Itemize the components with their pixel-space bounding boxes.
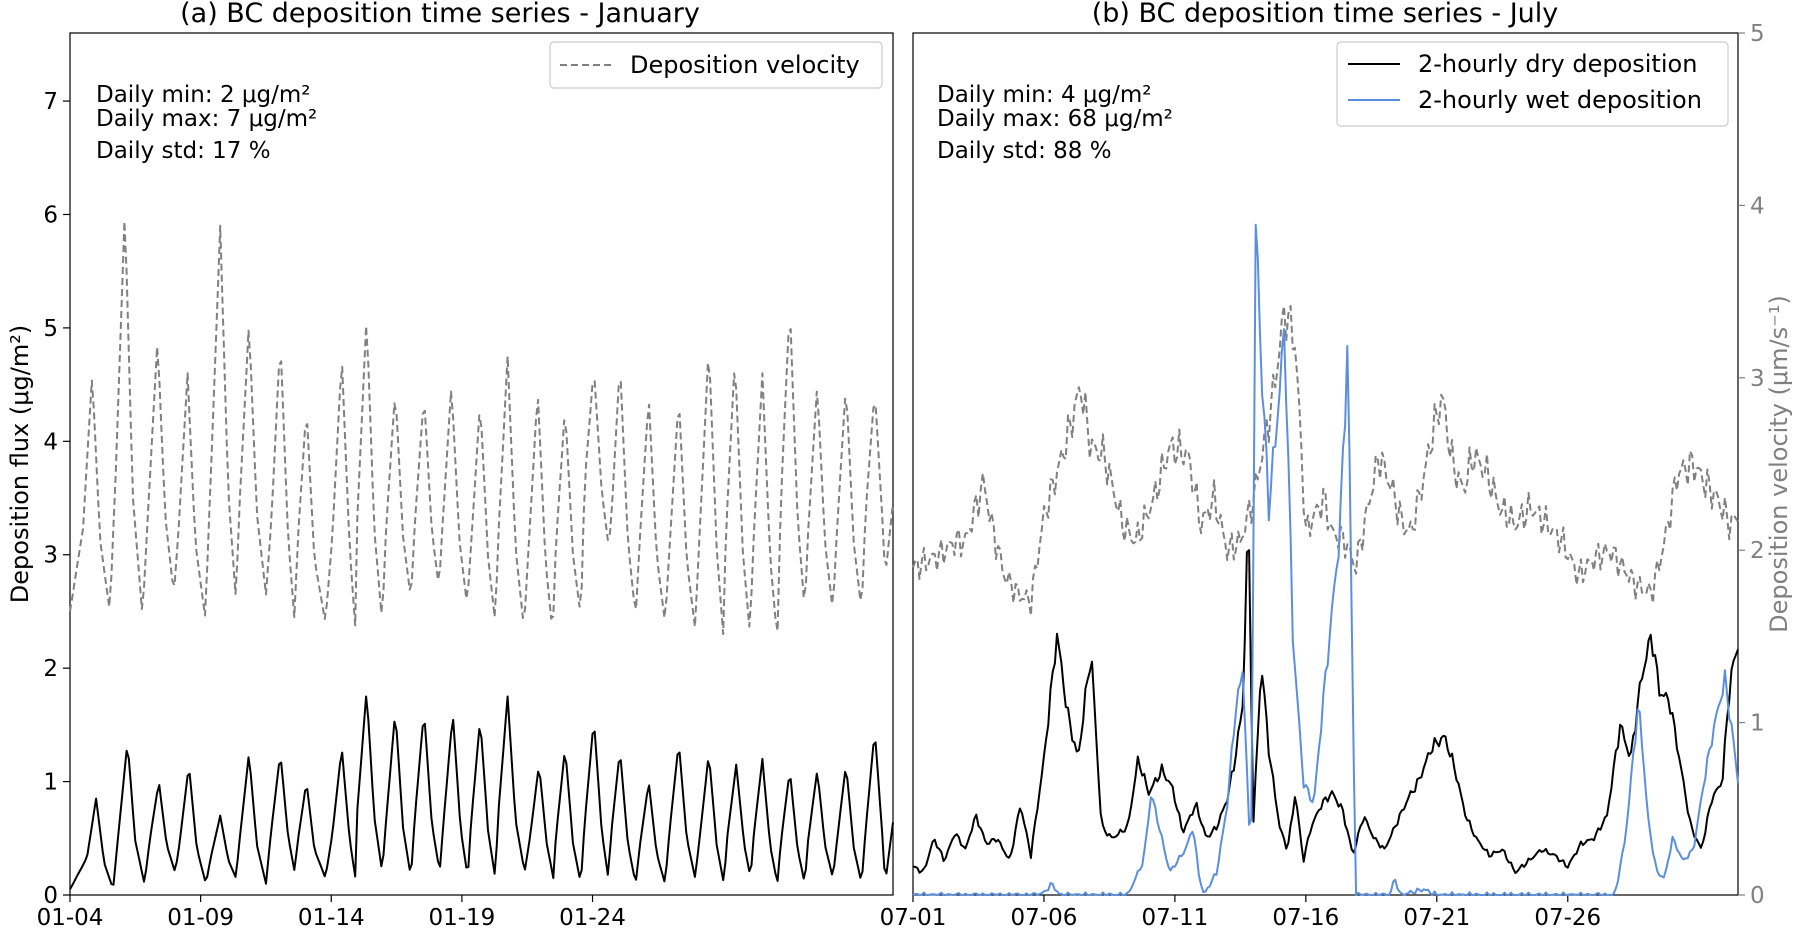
annotation-daily-min: Daily min: 4 μg/m² xyxy=(937,82,1152,108)
x-tick-label: 07-21 xyxy=(1403,905,1470,928)
x-tick-label: 07-26 xyxy=(1534,905,1601,928)
y-axis-ticks: 0 1 2 3 4 5 6 7 xyxy=(43,89,70,909)
x-axis-ticks: 07-01 07-06 07-11 07-16 07-21 07-26 xyxy=(880,895,1601,928)
legend: 2-hourly dry deposition 2-hourly wet dep… xyxy=(1336,41,1729,127)
chart-title: (b) BC deposition time series - July xyxy=(1092,0,1559,29)
legend-box xyxy=(1336,41,1729,127)
annotation-daily-min: Daily min: 2 μg/m² xyxy=(96,82,311,108)
y-tick-label: 4 xyxy=(43,429,58,455)
chart-title: (a) BC deposition time series - January xyxy=(180,0,700,29)
y-tick-label: 1 xyxy=(1750,711,1765,737)
x-axis-ticks: 01-04 01-09 01-14 01-19 01-24 xyxy=(37,895,626,928)
x-tick-label: 07-16 xyxy=(1272,905,1339,928)
annotation-daily-max: Daily max: 7 μg/m² xyxy=(96,106,317,132)
plot-area xyxy=(912,32,1739,896)
series-line-2-hourly-dry-deposition xyxy=(912,549,1739,875)
annotation-daily-max: Daily max: 68 μg/m² xyxy=(937,106,1173,132)
plot-lines xyxy=(912,223,1739,896)
y-tick-label: 3 xyxy=(1750,366,1765,392)
x-tick-label: 01-24 xyxy=(559,905,626,928)
plot-area xyxy=(69,32,894,896)
series-line-2-hourly-dry-deposition xyxy=(69,695,894,890)
x-tick-label: 01-19 xyxy=(428,905,495,928)
y-tick-label: 4 xyxy=(1750,193,1765,219)
panel-january: (a) BC deposition time series - January … xyxy=(6,0,894,928)
annotation-daily-std: Daily std: 17 % xyxy=(96,138,271,164)
y-tick-label: 6 xyxy=(43,202,58,228)
x-tick-label: 01-04 xyxy=(37,905,104,928)
plot-lines xyxy=(69,220,894,890)
series-line-deposition-velocity xyxy=(69,220,894,636)
x-tick-label: 07-06 xyxy=(1011,905,1078,928)
legend: Deposition velocity xyxy=(549,41,883,89)
legend-label-wet: 2-hourly wet deposition xyxy=(1418,86,1702,114)
x-tick-label: 01-09 xyxy=(167,905,234,928)
legend-label-dry: 2-hourly dry deposition xyxy=(1418,50,1697,78)
y-axis-label: Deposition flux (μg/m²) xyxy=(6,325,34,603)
right-y-axis-ticks: 0 1 2 3 4 5 xyxy=(1738,21,1765,909)
series-line-deposition-velocity xyxy=(912,304,1739,617)
panel-july: (b) BC deposition time series - July 0 1 2… xyxy=(880,0,1793,928)
y-tick-label: 0 xyxy=(1750,883,1765,909)
x-tick-label: 01-14 xyxy=(298,905,365,928)
y-tick-label: 1 xyxy=(43,770,58,796)
legend-box xyxy=(549,41,883,89)
y-tick-label: 2 xyxy=(1750,538,1765,564)
x-tick-label: 07-11 xyxy=(1141,905,1208,928)
series-line-2-hourly-wet-deposition xyxy=(912,223,1739,896)
y-tick-label: 3 xyxy=(43,543,58,569)
y-tick-label: 0 xyxy=(43,883,58,909)
x-tick-label: 07-01 xyxy=(880,905,947,928)
y-tick-label: 5 xyxy=(1750,21,1765,47)
y-tick-label: 7 xyxy=(43,89,58,115)
y-tick-label: 5 xyxy=(43,316,58,342)
legend-label-velocity: Deposition velocity xyxy=(630,51,860,79)
y-tick-label: 2 xyxy=(43,656,58,682)
annotation-daily-std: Daily std: 88 % xyxy=(937,138,1112,164)
right-y-axis-label: Deposition velocity (μm/s⁻¹) xyxy=(1765,295,1793,633)
